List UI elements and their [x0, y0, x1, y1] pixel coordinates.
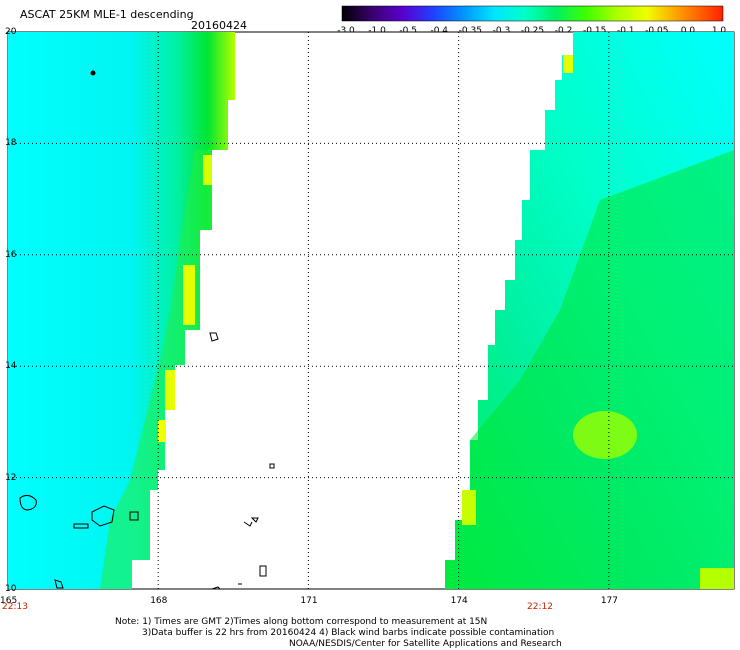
right-swath-yellow-corner — [700, 568, 734, 589]
colorbar-tick-label: -0.25 — [520, 26, 545, 36]
left-swath-yellow-2 — [183, 265, 195, 325]
colorbar-tick-label: -0.2 — [554, 26, 573, 36]
time-label-right: 22:12 — [527, 602, 553, 612]
colorbar-tick-label: -0.1 — [616, 26, 635, 36]
latitude-label: 16 — [5, 249, 17, 260]
island-outlines — [19, 70, 275, 590]
longitude-label: 171 — [300, 596, 318, 606]
latitude-label: 12 — [5, 472, 17, 483]
right-swath-green — [445, 150, 734, 589]
colorbar-tick-label: -0.35 — [458, 26, 482, 36]
left-swath-yellow-3 — [165, 370, 175, 410]
longitude-label: 174 — [450, 596, 468, 606]
colorbar-tick-label: -3.0 — [337, 26, 355, 36]
right-swath-yellow-blob — [573, 411, 637, 459]
colorbar-tick-label: 0.0 — [680, 26, 696, 36]
footer-note-line2: 3)Data buffer is 22 hrs from 20160424 4)… — [142, 628, 555, 638]
left-swath-yellow-1 — [203, 155, 212, 185]
colorbar-tick-label: -1.0 — [368, 26, 386, 36]
colorbar-tick-label: -0.4 — [430, 26, 449, 36]
longitude-label: 165 — [0, 596, 18, 606]
time-label-left: 22:13 — [2, 602, 28, 612]
latitude-label: 20 — [5, 27, 17, 37]
latitude-label: 14 — [5, 361, 17, 372]
map-title: ASCAT 25KM MLE-1 descending — [20, 8, 194, 21]
latitude-label: 18 — [5, 138, 17, 149]
footer-note-line1: Note: 1) Times are GMT 2)Times along bot… — [115, 617, 488, 627]
colorbar — [341, 5, 724, 22]
right-swath-yellow-top — [563, 55, 573, 73]
colorbar-tick-label: -0.15 — [583, 26, 607, 36]
right-swath-yellow-edge — [462, 490, 476, 525]
lat-lon-grid — [8, 32, 734, 589]
latitude-label: 10 — [5, 584, 17, 594]
longitude-label: 168 — [150, 596, 168, 606]
colorbar-tick-label: -0.05 — [645, 26, 669, 36]
colorbar-tick-label: -0.3 — [492, 26, 511, 36]
colorbar-tick-label: 1.0 — [711, 26, 727, 36]
left-swath — [8, 32, 235, 589]
footer-credit: NOAA/NESDIS/Center for Satellite Applica… — [289, 639, 562, 649]
map-date: 20160424 — [191, 19, 247, 32]
longitude-label: 177 — [600, 596, 618, 606]
left-swath-yellow-4 — [158, 420, 166, 442]
left-swath-edge — [100, 150, 212, 589]
colorbar-tick-label: -0.5 — [399, 26, 417, 36]
